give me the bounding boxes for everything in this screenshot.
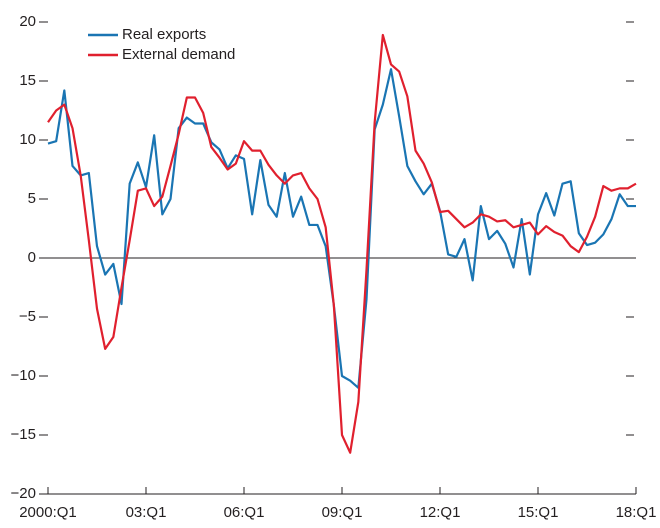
y-tick-label: 0 xyxy=(28,249,36,266)
x-tick-label: 15:Q1 xyxy=(518,504,559,521)
x-tick-label: 2000:Q1 xyxy=(19,504,77,521)
x-tick-label: 18:Q1 xyxy=(616,504,657,521)
y-tick-label: 10 xyxy=(19,131,36,148)
y-tick-label: −10 xyxy=(11,367,36,384)
legend-label: Real exports xyxy=(122,26,206,43)
y-tick-label: 20 xyxy=(19,13,36,30)
x-tick-label: 09:Q1 xyxy=(322,504,363,521)
y-tick-label: 5 xyxy=(28,190,36,207)
legend-label: External demand xyxy=(122,46,235,63)
series-line xyxy=(47,68,636,389)
y-tick-label: 15 xyxy=(19,72,36,89)
y-tick-label: −20 xyxy=(11,485,36,502)
x-tick-label: 12:Q1 xyxy=(420,504,461,521)
y-tick-label: −5 xyxy=(19,308,36,325)
y-tick-label: −15 xyxy=(11,426,36,443)
x-tick-label: 03:Q1 xyxy=(126,504,167,521)
series-line xyxy=(47,33,637,454)
x-tick-label: 06:Q1 xyxy=(224,504,265,521)
